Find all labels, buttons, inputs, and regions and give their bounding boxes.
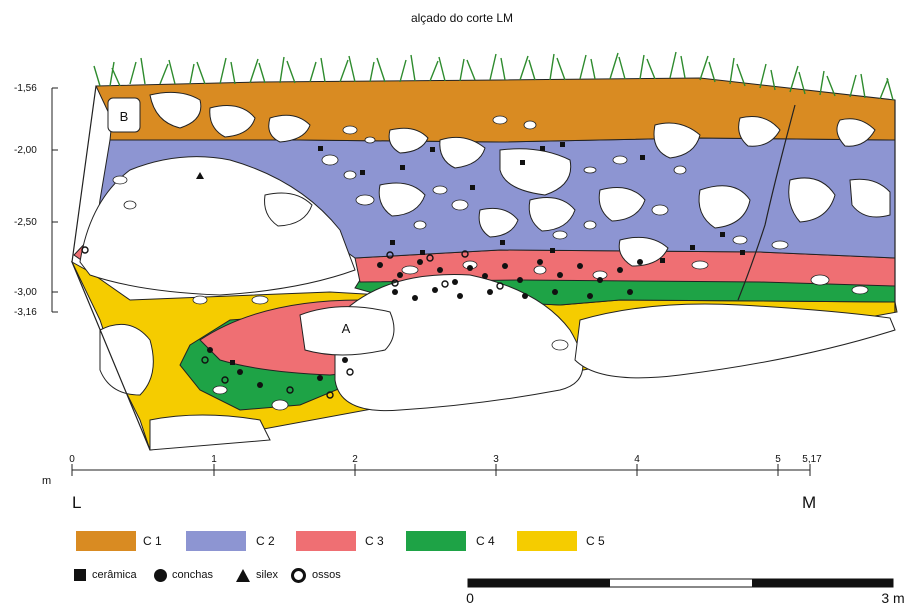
rocks: [79, 91, 896, 451]
layer-swatch-c3: [296, 531, 356, 551]
distance-tick-label: 2: [352, 454, 358, 465]
section-profile: [70, 51, 898, 451]
depth-tick-label: -1,56: [14, 83, 37, 94]
depth-axis: [51, 87, 58, 313]
finds-markers: [196, 142, 745, 388]
distance-tick-label: 3: [493, 454, 499, 465]
depth-tick-label: -2,50: [14, 217, 37, 228]
symbol-label-conchas: conchas: [172, 569, 213, 581]
ring-icon: [291, 568, 306, 583]
layer-label-c2: C 2: [256, 534, 275, 548]
drawing-title: alçado do corte LM: [411, 11, 513, 25]
distance-tick-label: 5: [775, 454, 781, 465]
section-end-right: M: [802, 493, 816, 512]
layer-label-c5: C 5: [586, 534, 605, 548]
layer-label-c1: C 1: [143, 534, 162, 548]
distance-tick-label: 1: [211, 454, 217, 465]
distance-tick-label: 4: [634, 454, 640, 465]
small-stones: [112, 115, 869, 411]
layer-swatch-c2: [186, 531, 246, 551]
triangle-icon: [236, 569, 250, 582]
layer-swatch-c5: [517, 531, 577, 551]
label-a: A: [342, 321, 351, 336]
fault-line: [737, 104, 796, 301]
distance-tick-label: 5,17: [802, 454, 822, 465]
finds-rings: [81, 246, 504, 399]
depth-tick-label: -2,00: [14, 145, 37, 156]
scale-bar: [467, 578, 894, 588]
distance-tick-label: 0: [69, 454, 75, 465]
layer-swatch-c4: [406, 531, 466, 551]
label-b-box: [107, 97, 141, 133]
square-icon: [74, 569, 86, 581]
section-outline: [71, 85, 151, 451]
filled-circle-icon: [154, 569, 167, 582]
scale-bar-start: 0: [466, 590, 474, 606]
section-end-left: L: [72, 493, 81, 512]
symbol-label-ceramica: cerâmica: [92, 569, 137, 581]
distance-unit: m: [42, 475, 51, 487]
depth-tick-label: -3,16: [14, 307, 37, 318]
layer-label-c3: C 3: [365, 534, 384, 548]
layer-label-c4: C 4: [476, 534, 495, 548]
layer-swatch-c1: [76, 531, 136, 551]
scale-bar-end: 3 m: [881, 590, 904, 606]
label-b: B: [120, 109, 129, 124]
distance-axis: [71, 464, 811, 476]
symbol-label-ossos: ossos: [312, 569, 341, 581]
symbol-label-silex: silex: [256, 569, 279, 581]
depth-tick-label: -3,00: [14, 287, 37, 298]
grass-cover: [93, 51, 894, 101]
